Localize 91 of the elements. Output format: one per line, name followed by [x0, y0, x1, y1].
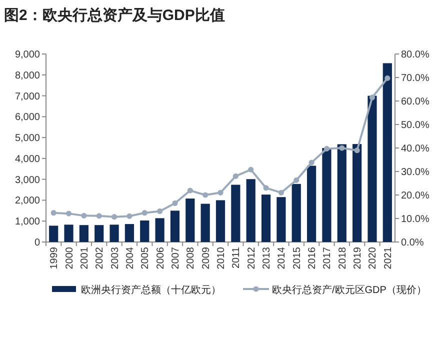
x-tick-label: 2021	[382, 246, 394, 270]
y2-tick-label: 10.0%	[401, 214, 430, 225]
point	[157, 208, 163, 214]
point	[248, 166, 254, 172]
x-tick-label: 2009	[200, 246, 212, 270]
point	[294, 177, 300, 183]
point	[339, 145, 345, 151]
y2-tick-label: 20.0%	[401, 190, 430, 202]
legend-label: 欧央行总资产/欧元区GDP（现价）	[272, 284, 426, 296]
x-tick-label: 2018	[337, 246, 348, 270]
bar	[49, 226, 58, 242]
y-tick-label: 2,000	[14, 196, 40, 207]
point	[126, 213, 132, 219]
y-tick-label: 0	[34, 238, 40, 248]
bar	[140, 220, 150, 242]
bar	[322, 148, 332, 242]
bar	[186, 198, 195, 242]
chart-title: 图2：欧央行总资产及与GDP比值	[4, 7, 225, 24]
bar	[231, 184, 240, 242]
point	[202, 192, 208, 198]
point	[308, 160, 314, 166]
bar	[292, 184, 301, 242]
x-tick-label: 2017	[322, 246, 334, 270]
legend-label: 欧洲央行资产总额（十亿欧元）	[81, 284, 221, 296]
point	[218, 190, 224, 196]
x-tick-label: 2003	[110, 246, 121, 270]
bar	[261, 194, 271, 242]
x-tick-label: 2006	[155, 246, 166, 270]
bar	[110, 224, 119, 242]
x-tick-label: 2011	[231, 246, 242, 269]
point	[142, 210, 148, 216]
x-tick-label: 2016	[307, 246, 318, 270]
bar	[306, 166, 316, 242]
x-tick-label: 2019	[352, 246, 364, 270]
y-tick-label: 9,000	[14, 50, 40, 60]
point	[384, 75, 390, 82]
x-tick-label: 2020	[368, 246, 379, 270]
y-tick-label: 3,000	[14, 174, 40, 186]
y-tick-label: 7,000	[14, 91, 40, 102]
y-tick-label: 8,000	[14, 70, 40, 82]
point	[278, 190, 284, 196]
point	[111, 214, 118, 220]
point	[81, 212, 87, 218]
y-tick-label: 5,000	[14, 133, 40, 144]
x-tick-label: 2012	[246, 246, 258, 270]
x-tick-label: 2008	[186, 246, 197, 270]
bar	[79, 225, 88, 242]
y-tick-label: 4,000	[14, 154, 40, 165]
bar	[382, 63, 392, 242]
y2-tick-label: 40.0%	[401, 144, 430, 154]
point	[50, 210, 56, 216]
x-tick-label: 2013	[262, 246, 273, 270]
bar	[170, 210, 180, 242]
bar	[276, 197, 286, 242]
point	[66, 210, 72, 216]
x-tick-label: 2002	[94, 246, 106, 270]
bar	[124, 224, 134, 242]
x-tick-label: 2014	[276, 246, 288, 270]
bar	[216, 200, 226, 242]
x-tick-label: 2000	[64, 246, 76, 270]
point	[324, 146, 330, 152]
y2-tick-label: 30.0%	[401, 167, 430, 178]
x-tick-label: 2015	[292, 246, 303, 270]
bar	[64, 224, 74, 242]
y2-tick-label: 50.0%	[401, 120, 430, 131]
bar	[155, 218, 164, 242]
x-tick-label: 2005	[140, 246, 152, 270]
x-tick-label: 1999	[49, 246, 60, 270]
y2-tick-label: 60.0%	[401, 96, 430, 108]
y2-tick-label: 0.0%	[401, 238, 424, 248]
point	[232, 173, 238, 179]
x-tick-label: 2010	[216, 246, 227, 270]
bar	[246, 179, 256, 242]
bar	[368, 96, 377, 242]
point	[354, 148, 360, 154]
bar	[200, 204, 210, 242]
x-tick-label: 2007	[170, 246, 182, 270]
bar	[94, 225, 104, 242]
point	[172, 200, 178, 206]
y2-tick-label: 80.0%	[401, 50, 430, 60]
x-tick-label: 2001	[79, 246, 90, 270]
point	[369, 94, 376, 100]
point	[263, 185, 269, 191]
x-tick-label: 2004	[124, 246, 136, 270]
point	[96, 213, 102, 219]
bar	[352, 144, 362, 242]
point	[187, 188, 193, 194]
y-tick-label: 1,000	[14, 216, 40, 228]
y2-tick-label: 70.0%	[401, 73, 430, 84]
y-tick-label: 6,000	[14, 112, 40, 124]
bar	[337, 144, 346, 242]
